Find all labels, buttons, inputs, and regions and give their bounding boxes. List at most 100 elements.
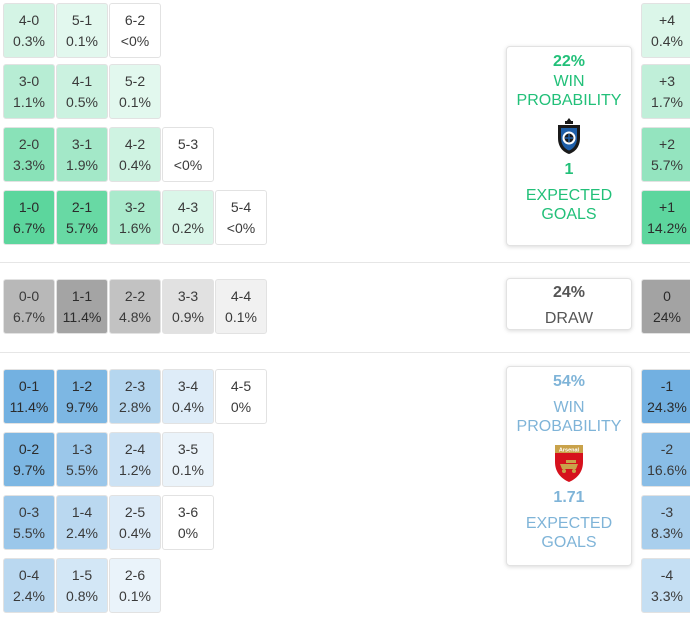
score-cell-3-0: 3-0 1.1% — [3, 64, 55, 119]
score-cell-4-5: 4-5 0% — [215, 369, 267, 424]
cell-label: 4-2 — [124, 135, 146, 152]
cell-percentage: 0% — [230, 398, 252, 415]
cell-label: 4-1 — [71, 72, 93, 89]
score-cell-2-6: 2-6 0.1% — [109, 558, 161, 613]
away-win-label: WIN PROBABILITY — [516, 399, 622, 435]
cell-percentage: 8.3% — [651, 524, 683, 541]
cell-percentage: 0.4% — [119, 524, 151, 541]
cell-percentage: 6.7% — [13, 219, 45, 236]
cell-label: 3-6 — [177, 503, 199, 520]
draw-percentage: 24% — [552, 284, 586, 301]
score-cell-1-5: 1-5 0.8% — [56, 558, 108, 613]
cell-label: +1 — [659, 198, 675, 215]
cell-percentage: 2.4% — [13, 587, 45, 604]
club-brugge-crest-icon — [553, 116, 585, 156]
cell-label: 0-3 — [18, 503, 40, 520]
cell-label: 6-2 — [124, 11, 146, 28]
divider-draw-away — [0, 352, 690, 353]
cell-label: 0-0 — [18, 287, 40, 304]
margin-cell-+2: +2 5.7% — [641, 127, 690, 182]
draw-label: DRAW — [544, 310, 594, 327]
score-cell-2-0: 2-0 3.3% — [3, 127, 55, 182]
cell-percentage: 0.1% — [172, 461, 204, 478]
cell-percentage: 0.1% — [225, 308, 257, 325]
score-cell-3-5: 3-5 0.1% — [162, 432, 214, 487]
score-cell-2-4: 2-4 1.2% — [109, 432, 161, 487]
cell-percentage: 0.1% — [119, 587, 151, 604]
cell-percentage: 0.8% — [66, 587, 98, 604]
cell-label: 3-1 — [71, 135, 93, 152]
cell-label: -1 — [660, 377, 674, 394]
cell-percentage: 0.4% — [172, 398, 204, 415]
home-expected-goals: 1 — [564, 161, 574, 178]
cell-label: 3-4 — [177, 377, 199, 394]
margin-cell--4: -4 3.3% — [641, 558, 690, 613]
score-cell-0-4: 0-4 2.4% — [3, 558, 55, 613]
cell-label: 3-3 — [177, 287, 199, 304]
score-cell-0-1: 0-1 11.4% — [3, 369, 55, 424]
cell-percentage: 14.2% — [647, 219, 687, 236]
cell-percentage: 4.8% — [119, 308, 151, 325]
home-win-label: WIN PROBABILITY — [516, 73, 622, 109]
cell-label: 4-0 — [18, 11, 40, 28]
cell-label: 3-2 — [124, 198, 146, 215]
cell-percentage: <0% — [226, 219, 256, 236]
cell-percentage: 5.7% — [66, 219, 98, 236]
score-cell-5-1: 5-1 0.1% — [56, 3, 108, 58]
cell-percentage: <0% — [120, 32, 150, 49]
cell-label: -2 — [660, 440, 674, 457]
score-cell-3-4: 3-4 0.4% — [162, 369, 214, 424]
cell-percentage: 0.4% — [651, 32, 683, 49]
margin-cell--2: -2 16.6% — [641, 432, 690, 487]
cell-percentage: 0.9% — [172, 308, 204, 325]
cell-percentage: 0.2% — [172, 219, 204, 236]
cell-label: -3 — [660, 503, 674, 520]
score-cell-4-1: 4-1 0.5% — [56, 64, 108, 119]
cell-percentage: 0.5% — [66, 93, 98, 110]
cell-label: 2-4 — [124, 440, 146, 457]
score-cell-4-3: 4-3 0.2% — [162, 190, 214, 245]
cell-label: 1-0 — [18, 198, 40, 215]
cell-label: +3 — [659, 72, 675, 89]
margin-cell-+4: +4 0.4% — [641, 3, 690, 58]
margin-cell-+1: +1 14.2% — [641, 190, 690, 245]
cell-percentage: 1.2% — [119, 461, 151, 478]
cell-percentage: 1.6% — [119, 219, 151, 236]
cell-label: 4-4 — [230, 287, 252, 304]
score-cell-1-2: 1-2 9.7% — [56, 369, 108, 424]
cell-label: 5-2 — [124, 72, 146, 89]
cell-label: 0-1 — [18, 377, 40, 394]
cell-percentage: 1.9% — [66, 156, 98, 173]
cell-label: 2-2 — [124, 287, 146, 304]
cell-percentage: 0.1% — [66, 32, 98, 49]
away-xg-label: EXPECTED GOALS — [525, 515, 613, 551]
cell-percentage: 9.7% — [66, 398, 98, 415]
cell-label: 0 — [663, 287, 671, 304]
score-cell-2-5: 2-5 0.4% — [109, 495, 161, 550]
cell-percentage: 5.5% — [66, 461, 98, 478]
cell-label: +2 — [659, 135, 675, 152]
cell-label: 1-3 — [71, 440, 93, 457]
cell-label: +4 — [659, 11, 675, 28]
cell-percentage: 16.6% — [647, 461, 687, 478]
cell-percentage: 1.1% — [13, 93, 45, 110]
margin-cell--1: -1 24.3% — [641, 369, 690, 424]
cell-percentage: 6.7% — [13, 308, 45, 325]
cell-label: 5-4 — [230, 198, 252, 215]
cell-percentage: 1.7% — [651, 93, 683, 110]
cell-label: 3-5 — [177, 440, 199, 457]
cell-percentage: 0% — [177, 524, 199, 541]
score-cell-0-2: 0-2 9.7% — [3, 432, 55, 487]
cell-label: 4-3 — [177, 198, 199, 215]
score-cell-3-1: 3-1 1.9% — [56, 127, 108, 182]
score-cell-3-6: 3-6 0% — [162, 495, 214, 550]
score-cell-2-1: 2-1 5.7% — [56, 190, 108, 245]
cell-label: 2-5 — [124, 503, 146, 520]
score-cell-6-2: 6-2 <0% — [109, 3, 161, 58]
cell-percentage: 11.4% — [9, 398, 49, 415]
cell-percentage: 3.3% — [651, 587, 683, 604]
score-cell-1-4: 1-4 2.4% — [56, 495, 108, 550]
cell-label: 1-2 — [71, 377, 93, 394]
score-cell-5-2: 5-2 0.1% — [109, 64, 161, 119]
score-cell-3-2: 3-2 1.6% — [109, 190, 161, 245]
